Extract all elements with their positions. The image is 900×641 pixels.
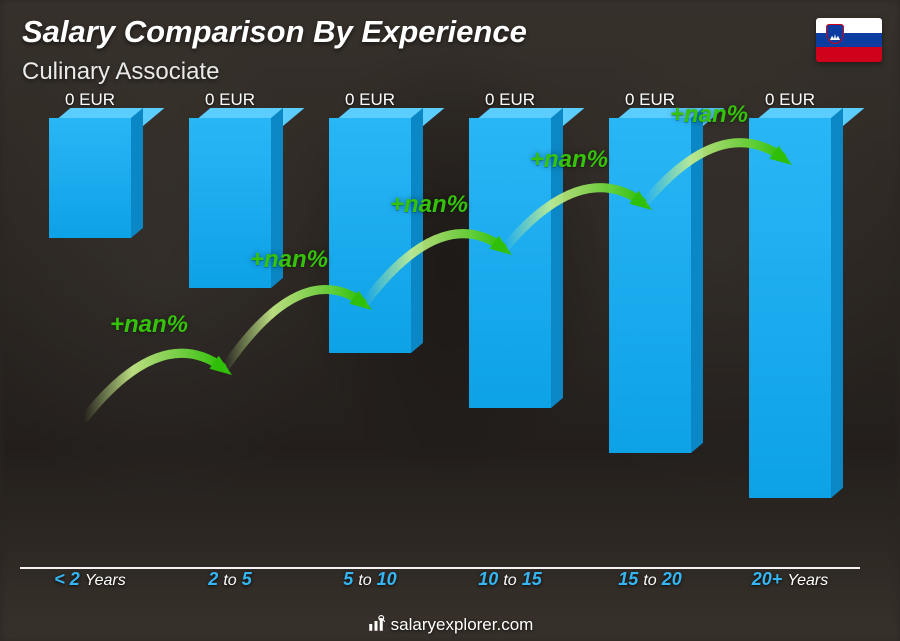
bar-side-face xyxy=(131,108,143,238)
footer: salaryexplorer.com xyxy=(0,615,900,635)
logo-icon xyxy=(367,615,385,633)
flag-stripe-3 xyxy=(816,47,882,62)
bar-value-label: 0 EUR xyxy=(205,90,255,110)
bar xyxy=(49,118,131,238)
bar-front-face xyxy=(749,118,831,498)
chart-container: Salary Comparison By Experience Culinary… xyxy=(0,0,900,641)
bar-value-label: 0 EUR xyxy=(485,90,535,110)
page-subtitle: Culinary Associate xyxy=(22,58,219,86)
bar-value-label: 0 EUR xyxy=(765,90,815,110)
x-axis-label: 5 to 10 xyxy=(300,569,440,590)
bar-side-face xyxy=(831,108,843,498)
increase-label: +nan% xyxy=(390,191,468,219)
bar-side-face xyxy=(411,108,423,353)
bar xyxy=(749,118,831,498)
bar-front-face xyxy=(49,118,131,238)
bar-front-face xyxy=(329,118,411,353)
increase-label: +nan% xyxy=(670,101,748,129)
country-flag-slovenia xyxy=(816,18,882,62)
bar xyxy=(329,118,411,353)
chart-area: 0 EUR 0 EUR 0 EUR 0 EUR 0 EUR 0 EUR < 2 Years… xyxy=(20,90,860,599)
increase-label: +nan% xyxy=(250,246,328,274)
x-axis-label: 15 to 20 xyxy=(580,569,720,590)
bar-front-face xyxy=(609,118,691,453)
increase-label: +nan% xyxy=(530,146,608,174)
x-axis-label: < 2 Years xyxy=(20,569,160,590)
bar xyxy=(609,118,691,453)
page-title: Salary Comparison By Experience xyxy=(22,14,527,50)
x-axis-label: 2 to 5 xyxy=(160,569,300,590)
increase-label: +nan% xyxy=(110,311,188,339)
x-labels-row: < 2 Years2 to 55 to 1010 to 1515 to 2020… xyxy=(20,569,860,599)
x-axis-label: 20+ Years xyxy=(720,569,860,590)
footer-text: salaryexplorer.com xyxy=(391,615,534,634)
bar-side-face xyxy=(691,108,703,453)
bar-slot: 0 EUR xyxy=(300,90,440,569)
bar-value-label: 0 EUR xyxy=(65,90,115,110)
x-axis-label: 10 to 15 xyxy=(440,569,580,590)
bar-slot: 0 EUR xyxy=(720,90,860,569)
bar-value-label: 0 EUR xyxy=(625,90,675,110)
bar-value-label: 0 EUR xyxy=(345,90,395,110)
